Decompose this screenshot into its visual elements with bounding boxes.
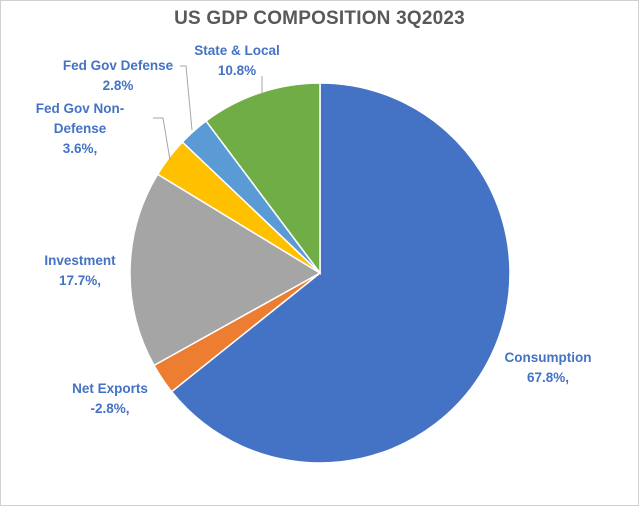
- data-label-net-exports: Net Exports -2.8%,: [72, 381, 148, 416]
- pie-slice-investment: [129, 173, 322, 367]
- leader-line-fed-gov-non-defense: [153, 117, 171, 161]
- chart-title: US GDP COMPOSITION 3Q2023: [174, 8, 465, 29]
- data-label-state-local: State & Local 10.8%: [194, 43, 280, 78]
- pie-slices: [129, 82, 511, 464]
- data-label-fed-gov-defense: Fed Gov Defense 2.8%: [63, 58, 174, 93]
- data-label-fed-gov-non-defense: Fed Gov Non-Defense 3.6%,: [36, 101, 125, 156]
- leader-line-fed-gov-defense: [180, 65, 193, 131]
- slice-labels: Consumption 67.8%, Net Exports -2.8%, Invest…: [36, 43, 592, 416]
- data-label-investment: Investment 17.7%,: [44, 253, 116, 288]
- pie-slice-state-local: [204, 82, 321, 276]
- leader-lines: [153, 65, 263, 161]
- pie-slice-consumption: [170, 82, 511, 464]
- data-label-consumption: Consumption 67.8%,: [505, 350, 592, 385]
